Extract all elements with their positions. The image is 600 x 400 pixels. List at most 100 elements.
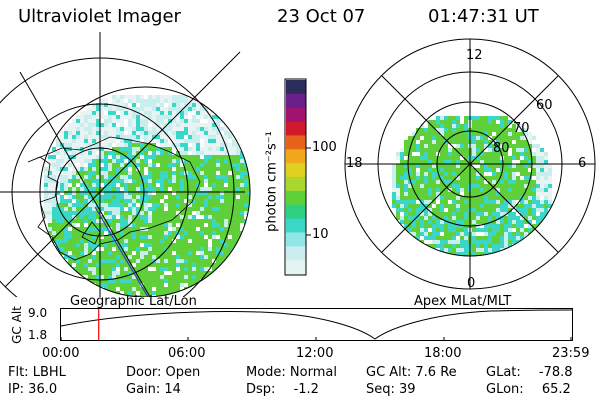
aurora-pixel: [196, 119, 200, 123]
aurora-pixel: [440, 192, 444, 196]
aurora-pixel: [196, 151, 200, 155]
aurora-pixel: [80, 271, 84, 275]
aurora-pixel: [400, 164, 404, 168]
aurora-pixel: [160, 119, 164, 123]
aurora-pixel: [496, 208, 500, 212]
aurora-pixel: [220, 167, 224, 171]
aurora-pixel: [136, 151, 140, 155]
aurora-pixel: [488, 184, 492, 188]
aurora-pixel: [192, 199, 196, 203]
aurora-pixel: [484, 220, 488, 224]
aurora-pixel: [200, 207, 204, 211]
aurora-pixel: [436, 124, 440, 128]
aurora-pixel: [504, 176, 508, 180]
aurora-pixel: [172, 195, 176, 199]
aurora-pixel: [212, 191, 216, 195]
aurora-pixel: [168, 95, 172, 99]
aurora-pixel: [188, 167, 192, 171]
aurora-pixel: [84, 251, 88, 255]
aurora-pixel: [480, 196, 484, 200]
aurora-pixel: [196, 103, 200, 107]
aurora-pixel: [484, 196, 488, 200]
aurora-pixel: [476, 160, 480, 164]
aurora-pixel: [212, 207, 216, 211]
aurora-pixel: [204, 151, 208, 155]
aurora-pixel: [436, 176, 440, 180]
aurora-pixel: [152, 103, 156, 107]
aurora-pixel: [136, 267, 140, 271]
aurora-pixel: [76, 239, 80, 243]
aurora-pixel: [152, 227, 156, 231]
aurora-pixel: [444, 180, 448, 184]
aurora-pixel: [452, 196, 456, 200]
aurora-pixel: [484, 240, 488, 244]
aurora-pixel: [176, 155, 180, 159]
aurora-pixel: [172, 227, 176, 231]
aurora-pixel: [440, 136, 444, 140]
aurora-pixel: [124, 135, 128, 139]
aurora-pixel: [192, 179, 196, 183]
aurora-pixel: [176, 159, 180, 163]
aurora-pixel: [136, 175, 140, 179]
aurora-pixel: [512, 148, 516, 152]
aurora-pixel: [148, 183, 152, 187]
aurora-pixel: [76, 131, 80, 135]
aurora-pixel: [140, 259, 144, 263]
aurora-pixel: [460, 136, 464, 140]
aurora-pixel: [140, 211, 144, 215]
aurora-pixel: [76, 143, 80, 147]
aurora-pixel: [80, 203, 84, 207]
aurora-pixel: [72, 179, 76, 183]
aurora-pixel: [160, 271, 164, 275]
aurora-pixel: [532, 172, 536, 176]
aurora-pixel: [516, 244, 520, 248]
aurora-pixel: [112, 255, 116, 259]
aurora-pixel: [484, 232, 488, 236]
aurora-pixel: [188, 99, 192, 103]
aurora-pixel: [64, 255, 68, 259]
aurora-pixel: [188, 207, 192, 211]
aurora-pixel: [88, 235, 92, 239]
aurora-pixel: [452, 252, 456, 256]
aurora-pixel: [56, 219, 60, 223]
aurora-pixel: [92, 267, 96, 271]
aurora-pixel: [220, 127, 224, 131]
aurora-pixel: [224, 239, 228, 243]
aurora-pixel: [128, 123, 132, 127]
aurora-pixel: [424, 160, 428, 164]
aurora-pixel: [160, 159, 164, 163]
aurora-pixel: [504, 252, 508, 256]
aurora-pixel: [56, 143, 60, 147]
aurora-pixel: [160, 183, 164, 187]
aurora-pixel: [516, 224, 520, 228]
aurora-pixel: [456, 224, 460, 228]
aurora-pixel: [84, 199, 88, 203]
aurora-pixel: [56, 159, 60, 163]
aurora-pixel: [472, 228, 476, 232]
aurora-pixel: [112, 235, 116, 239]
aurora-pixel: [108, 235, 112, 239]
aurora-pixel: [136, 227, 140, 231]
aurora-pixel: [80, 263, 84, 267]
aurora-pixel: [412, 184, 416, 188]
aurora-pixel: [124, 187, 128, 191]
aurora-pixel: [176, 119, 180, 123]
aurora-pixel: [408, 188, 412, 192]
aurora-pixel: [60, 243, 64, 247]
aurora-pixel: [196, 263, 200, 267]
aurora-pixel: [208, 119, 212, 123]
aurora-pixel: [448, 248, 452, 252]
aurora-pixel: [104, 191, 108, 195]
aurora-pixel: [232, 171, 236, 175]
aurora-pixel: [544, 200, 548, 204]
aurora-pixel: [432, 196, 436, 200]
aurora-pixel: [68, 247, 72, 251]
aurora-pixel: [532, 184, 536, 188]
aurora-pixel: [496, 216, 500, 220]
aurora-pixel: [184, 267, 188, 271]
aurora-pixel: [444, 120, 448, 124]
aurora-pixel: [444, 212, 448, 216]
aurora-pixel: [64, 143, 68, 147]
aurora-pixel: [436, 184, 440, 188]
aurora-pixel: [500, 184, 504, 188]
